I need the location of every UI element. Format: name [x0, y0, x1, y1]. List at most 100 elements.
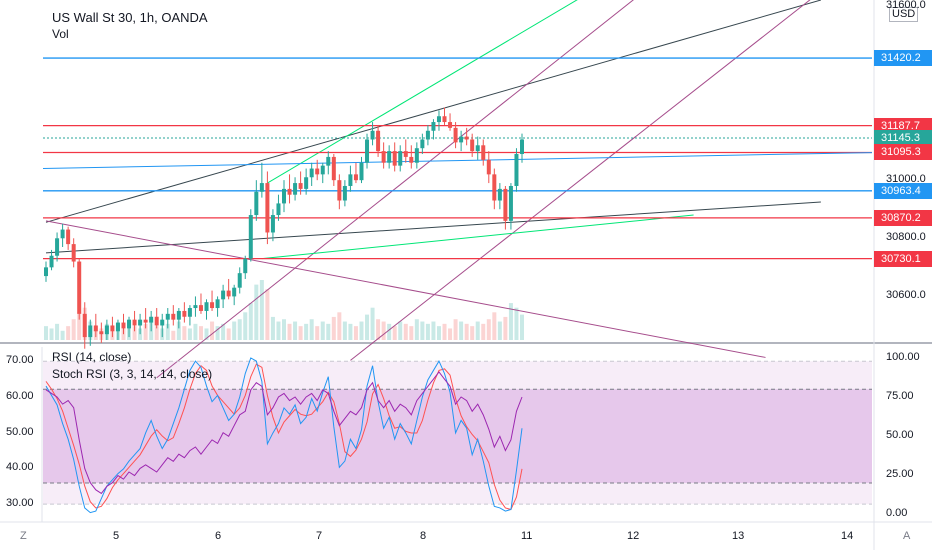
candle — [232, 284, 237, 306]
volume-bar — [210, 321, 215, 340]
timezone-button[interactable]: Z — [20, 530, 27, 542]
candle-body — [176, 310, 181, 320]
candle-body — [381, 151, 386, 163]
time-tick-label: 14 — [841, 530, 854, 542]
candle-body — [182, 310, 187, 317]
symbol-title[interactable]: US Wall St 30, 1h, OANDA — [52, 10, 208, 25]
candle-body — [248, 215, 253, 259]
trendline-blue — [42, 152, 873, 170]
volume-bar — [481, 323, 486, 340]
candle — [121, 313, 126, 335]
candle-body — [398, 151, 403, 166]
candle-body — [387, 151, 392, 163]
volume-bar — [337, 312, 342, 340]
candle — [176, 308, 181, 329]
candle — [370, 122, 375, 146]
volume-bar — [121, 328, 126, 340]
candle — [265, 171, 270, 245]
candle — [204, 299, 209, 320]
candle-body — [82, 313, 87, 338]
candle — [210, 290, 215, 311]
volume-bar — [365, 314, 370, 340]
candle-body — [149, 316, 154, 323]
volume-bar — [464, 323, 469, 340]
candle — [381, 142, 386, 169]
candle-body — [442, 116, 447, 123]
candle — [414, 142, 419, 169]
price-badge: 30963.4 — [874, 182, 932, 199]
volume-bar — [514, 307, 519, 340]
candle — [453, 122, 458, 149]
candle-body — [204, 302, 209, 311]
candle-body — [425, 130, 430, 140]
trendline-layer — [45, 0, 822, 379]
volume-bar — [138, 328, 143, 340]
candle-body — [243, 258, 248, 274]
candle-body — [187, 308, 192, 317]
candle — [409, 145, 414, 169]
volume-bar — [187, 328, 192, 340]
price-badge: 30870.2 — [874, 209, 932, 226]
candle — [132, 310, 137, 332]
volume-bar — [520, 314, 524, 340]
volume-bar — [403, 323, 408, 340]
candle-body — [121, 322, 126, 329]
candle-body — [66, 229, 71, 245]
candle — [127, 316, 132, 338]
volume-bar — [282, 319, 286, 340]
candle-body — [304, 177, 309, 189]
candle-body — [503, 188, 508, 221]
candle-body — [210, 302, 215, 309]
candle-body — [259, 183, 264, 192]
candle — [486, 151, 491, 184]
candle-body — [370, 130, 375, 140]
candle-body — [265, 183, 270, 233]
candle — [276, 194, 281, 221]
volume-bar — [55, 323, 60, 340]
currency-label[interactable]: USD — [889, 7, 919, 22]
candle-body — [337, 180, 342, 201]
stoch-rsi-label[interactable]: Stoch RSI (3, 3, 14, 14, close) — [52, 367, 213, 381]
volume-label[interactable]: Vol — [52, 27, 69, 41]
candle — [115, 319, 120, 340]
rsi-label[interactable]: RSI (14, close) — [52, 350, 132, 364]
candle — [171, 305, 176, 326]
auto-scale-button[interactable]: A — [903, 530, 911, 542]
candle-body — [331, 156, 336, 181]
candle — [71, 238, 76, 268]
volume-bar — [420, 321, 425, 340]
candle-body — [376, 130, 381, 152]
volume-bar — [442, 323, 447, 340]
candle — [243, 255, 248, 279]
candle — [398, 145, 403, 172]
candle-body — [486, 159, 491, 175]
candle-body — [215, 299, 220, 309]
candle — [160, 313, 165, 338]
rsi-tick-label: 50.00 — [6, 425, 34, 438]
volume-bar — [287, 323, 292, 340]
volume-bar — [49, 328, 54, 340]
volume-bar — [270, 316, 275, 340]
candle — [88, 319, 93, 346]
candle-body — [514, 154, 519, 186]
indicator-layer — [43, 357, 872, 514]
volume-bar — [226, 328, 231, 340]
candle — [337, 174, 342, 210]
candle-body — [353, 174, 358, 181]
volume-bar — [265, 289, 270, 340]
candle — [154, 308, 159, 329]
candle-body — [492, 174, 497, 201]
candle-body — [198, 305, 203, 311]
rsi-band — [43, 361, 872, 505]
candle — [342, 180, 347, 207]
volume-bar — [66, 326, 71, 340]
candle — [149, 310, 154, 332]
candle-body — [436, 116, 441, 123]
candle-body — [99, 331, 104, 335]
candle-body — [359, 162, 364, 181]
candle-body — [508, 185, 513, 221]
rsi-line — [45, 371, 523, 495]
candle — [44, 261, 48, 282]
candle — [320, 162, 325, 184]
